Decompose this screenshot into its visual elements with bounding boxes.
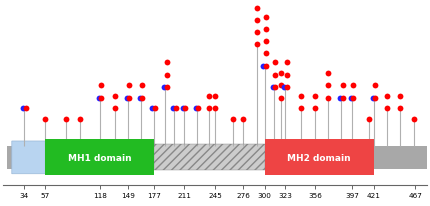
Bar (265, 140, 374, 176)
Text: MH1 domain: MH1 domain (68, 153, 131, 162)
Bar (154, 145, 265, 171)
Text: MH2 domain: MH2 domain (288, 153, 351, 162)
Bar (7, 146, 427, 169)
Bar (45, 140, 154, 176)
Bar (154, 145, 265, 171)
FancyBboxPatch shape (12, 141, 45, 174)
